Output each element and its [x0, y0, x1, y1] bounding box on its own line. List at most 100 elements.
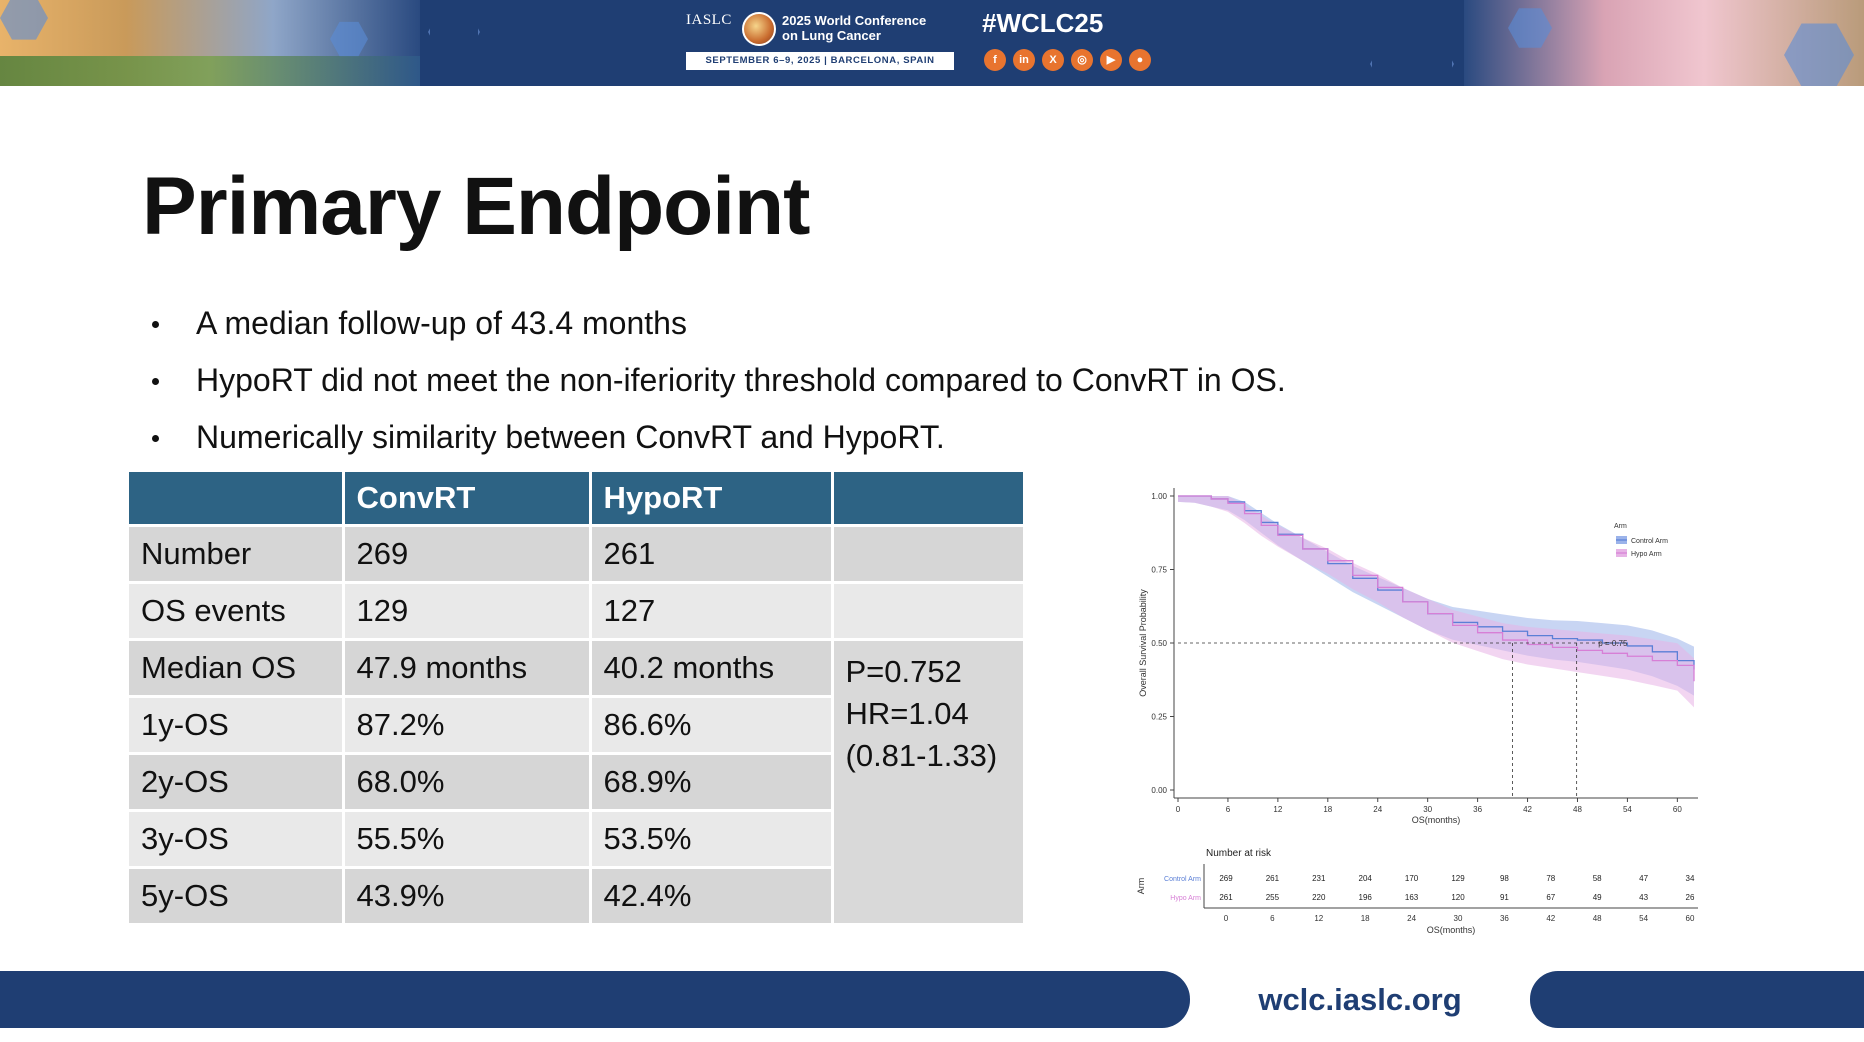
- hyport-value: 86.6%: [590, 696, 834, 755]
- header-banner: IASLC 2025 World Conference on Lung Canc…: [0, 0, 1864, 86]
- risk-count: 204: [1359, 874, 1373, 883]
- risk-count: 34: [1686, 874, 1695, 883]
- hyport-value: 127: [590, 582, 834, 641]
- x-tick-label: 0: [1176, 805, 1181, 814]
- risk-count: 91: [1500, 893, 1509, 902]
- empty-cell: [832, 525, 1026, 584]
- risk-count: 261: [1219, 893, 1233, 902]
- y-tick-label: 0.75: [1151, 566, 1167, 575]
- kaplan-meier-chart: 0.00 0.25 0.50 0.75 1.00 Overall Survival Pro…: [1136, 488, 1698, 935]
- risk-row-label: Hypo Arm: [1170, 895, 1201, 902]
- risk-count: 231: [1312, 874, 1326, 883]
- risk-count: 98: [1500, 874, 1509, 883]
- row-label: Number: [129, 525, 345, 584]
- risk-x-tick-label: 18: [1361, 914, 1370, 923]
- bullet-list: A median follow-up of 43.4 months HypoRT…: [148, 295, 1286, 466]
- risk-count: 58: [1593, 874, 1602, 883]
- risk-axis-label: Arm: [1136, 878, 1146, 895]
- iaslc-logo: IASLC: [686, 12, 732, 28]
- hyport-value: 53.5%: [590, 810, 834, 869]
- risk-count: 269: [1219, 874, 1233, 883]
- table-row: 2y-OS 68.0% 68.9%: [129, 753, 1024, 812]
- y-tick-label: 0.00: [1151, 786, 1167, 795]
- risk-count: 78: [1546, 874, 1555, 883]
- linkedin-icon[interactable]: in: [1013, 49, 1035, 71]
- table-row: Number 269 261: [129, 525, 1026, 584]
- row-label: Median OS: [129, 639, 345, 698]
- x-tick-label: 42: [1523, 805, 1532, 814]
- row-label: OS events: [129, 582, 345, 641]
- row-label: 3y-OS: [129, 810, 345, 869]
- hyport-value: 42.4%: [590, 867, 834, 926]
- row-label: 1y-OS: [129, 696, 345, 755]
- convrt-value: 43.9%: [343, 867, 592, 926]
- bullet-item: A median follow-up of 43.4 months: [148, 295, 1286, 352]
- instagram-icon[interactable]: ◎: [1071, 49, 1093, 71]
- y-axis-label: Overall Survival Probability: [1138, 589, 1148, 697]
- social-icons: f in X ◎ ▶ ●: [984, 49, 1151, 71]
- risk-x-tick-label: 12: [1314, 914, 1323, 923]
- risk-x-axis-label: OS(months): [1427, 925, 1476, 935]
- x-icon[interactable]: X: [1042, 49, 1064, 71]
- risk-count: 120: [1451, 893, 1465, 902]
- risk-x-tick-label: 36: [1500, 914, 1509, 923]
- table-header-cell: [129, 472, 345, 527]
- hyport-value: 40.2 months: [590, 639, 834, 698]
- p-value-annotation: p = 0.75: [1598, 639, 1628, 648]
- footer-url[interactable]: wclc.iaslc.org: [1258, 982, 1462, 1017]
- legend-label: Control Arm: [1631, 538, 1668, 545]
- risk-x-tick-label: 0: [1224, 914, 1229, 923]
- x-tick-label: 6: [1226, 805, 1231, 814]
- row-label: 2y-OS: [129, 753, 345, 812]
- convrt-value: 129: [343, 582, 592, 641]
- risk-row-label: Control Arm: [1164, 876, 1201, 883]
- hyport-value: 68.9%: [590, 753, 834, 812]
- risk-count: 170: [1405, 874, 1419, 883]
- convrt-value: 269: [343, 525, 592, 584]
- table-row: 1y-OS 87.2% 86.6%: [129, 696, 1024, 755]
- risk-count: 255: [1266, 893, 1280, 902]
- risk-count: 49: [1593, 893, 1602, 902]
- convrt-value: 55.5%: [343, 810, 592, 869]
- risk-table-title: Number at risk: [1206, 848, 1272, 859]
- conference-date-location: SEPTEMBER 6–9, 2025 | BARCELONA, SPAIN: [686, 52, 954, 70]
- risk-count: 47: [1639, 874, 1648, 883]
- y-tick-label: 0.25: [1151, 713, 1167, 722]
- x-tick-label: 36: [1473, 805, 1482, 814]
- footer-bar: [0, 971, 1190, 1028]
- bullet-item: HypoRT did not meet the non-iferiority t…: [148, 352, 1286, 409]
- hexagon-decoration: [428, 8, 480, 56]
- risk-count: 220: [1312, 893, 1326, 902]
- x-axis-label: OS(months): [1412, 815, 1461, 825]
- risk-x-tick-label: 6: [1270, 914, 1275, 923]
- x-tick-label: 60: [1673, 805, 1682, 814]
- table-header-cell: [832, 472, 1026, 527]
- legend-title: Arm: [1614, 523, 1627, 530]
- results-table: ConvRT HypoRT Number 269 261 OS events 1…: [129, 472, 1026, 926]
- wechat-icon[interactable]: ●: [1129, 49, 1151, 71]
- risk-count: 129: [1451, 874, 1465, 883]
- x-tick-label: 18: [1323, 805, 1332, 814]
- risk-count: 261: [1266, 874, 1280, 883]
- table-row: 5y-OS 43.9% 42.4%: [129, 867, 1024, 926]
- risk-x-tick-label: 42: [1546, 914, 1555, 923]
- hexagon-decoration: [330, 21, 368, 57]
- youtube-icon[interactable]: ▶: [1100, 49, 1122, 71]
- table-header-hyport: HypoRT: [590, 472, 834, 527]
- facebook-icon[interactable]: f: [984, 49, 1006, 71]
- y-tick-label: 0.50: [1151, 639, 1167, 648]
- empty-cell: [832, 582, 1026, 641]
- risk-count: 163: [1405, 893, 1419, 902]
- x-tick-label: 24: [1373, 805, 1382, 814]
- risk-x-tick-label: 54: [1639, 914, 1648, 923]
- hexagon-decoration: [1508, 8, 1552, 48]
- table-header-row: ConvRT HypoRT: [129, 472, 1026, 527]
- risk-count: 43: [1639, 893, 1648, 902]
- globe-icon: [742, 12, 776, 46]
- hyport-value: 261: [590, 525, 834, 584]
- table-row: Median OS 47.9 months 40.2 months P=0.75…: [129, 639, 1026, 926]
- y-tick-label: 1.00: [1151, 492, 1167, 501]
- conference-logo[interactable]: IASLC 2025 World Conference on Lung Canc…: [686, 12, 954, 72]
- page-title: Primary Endpoint: [142, 161, 810, 252]
- convrt-value: 47.9 months: [343, 639, 592, 698]
